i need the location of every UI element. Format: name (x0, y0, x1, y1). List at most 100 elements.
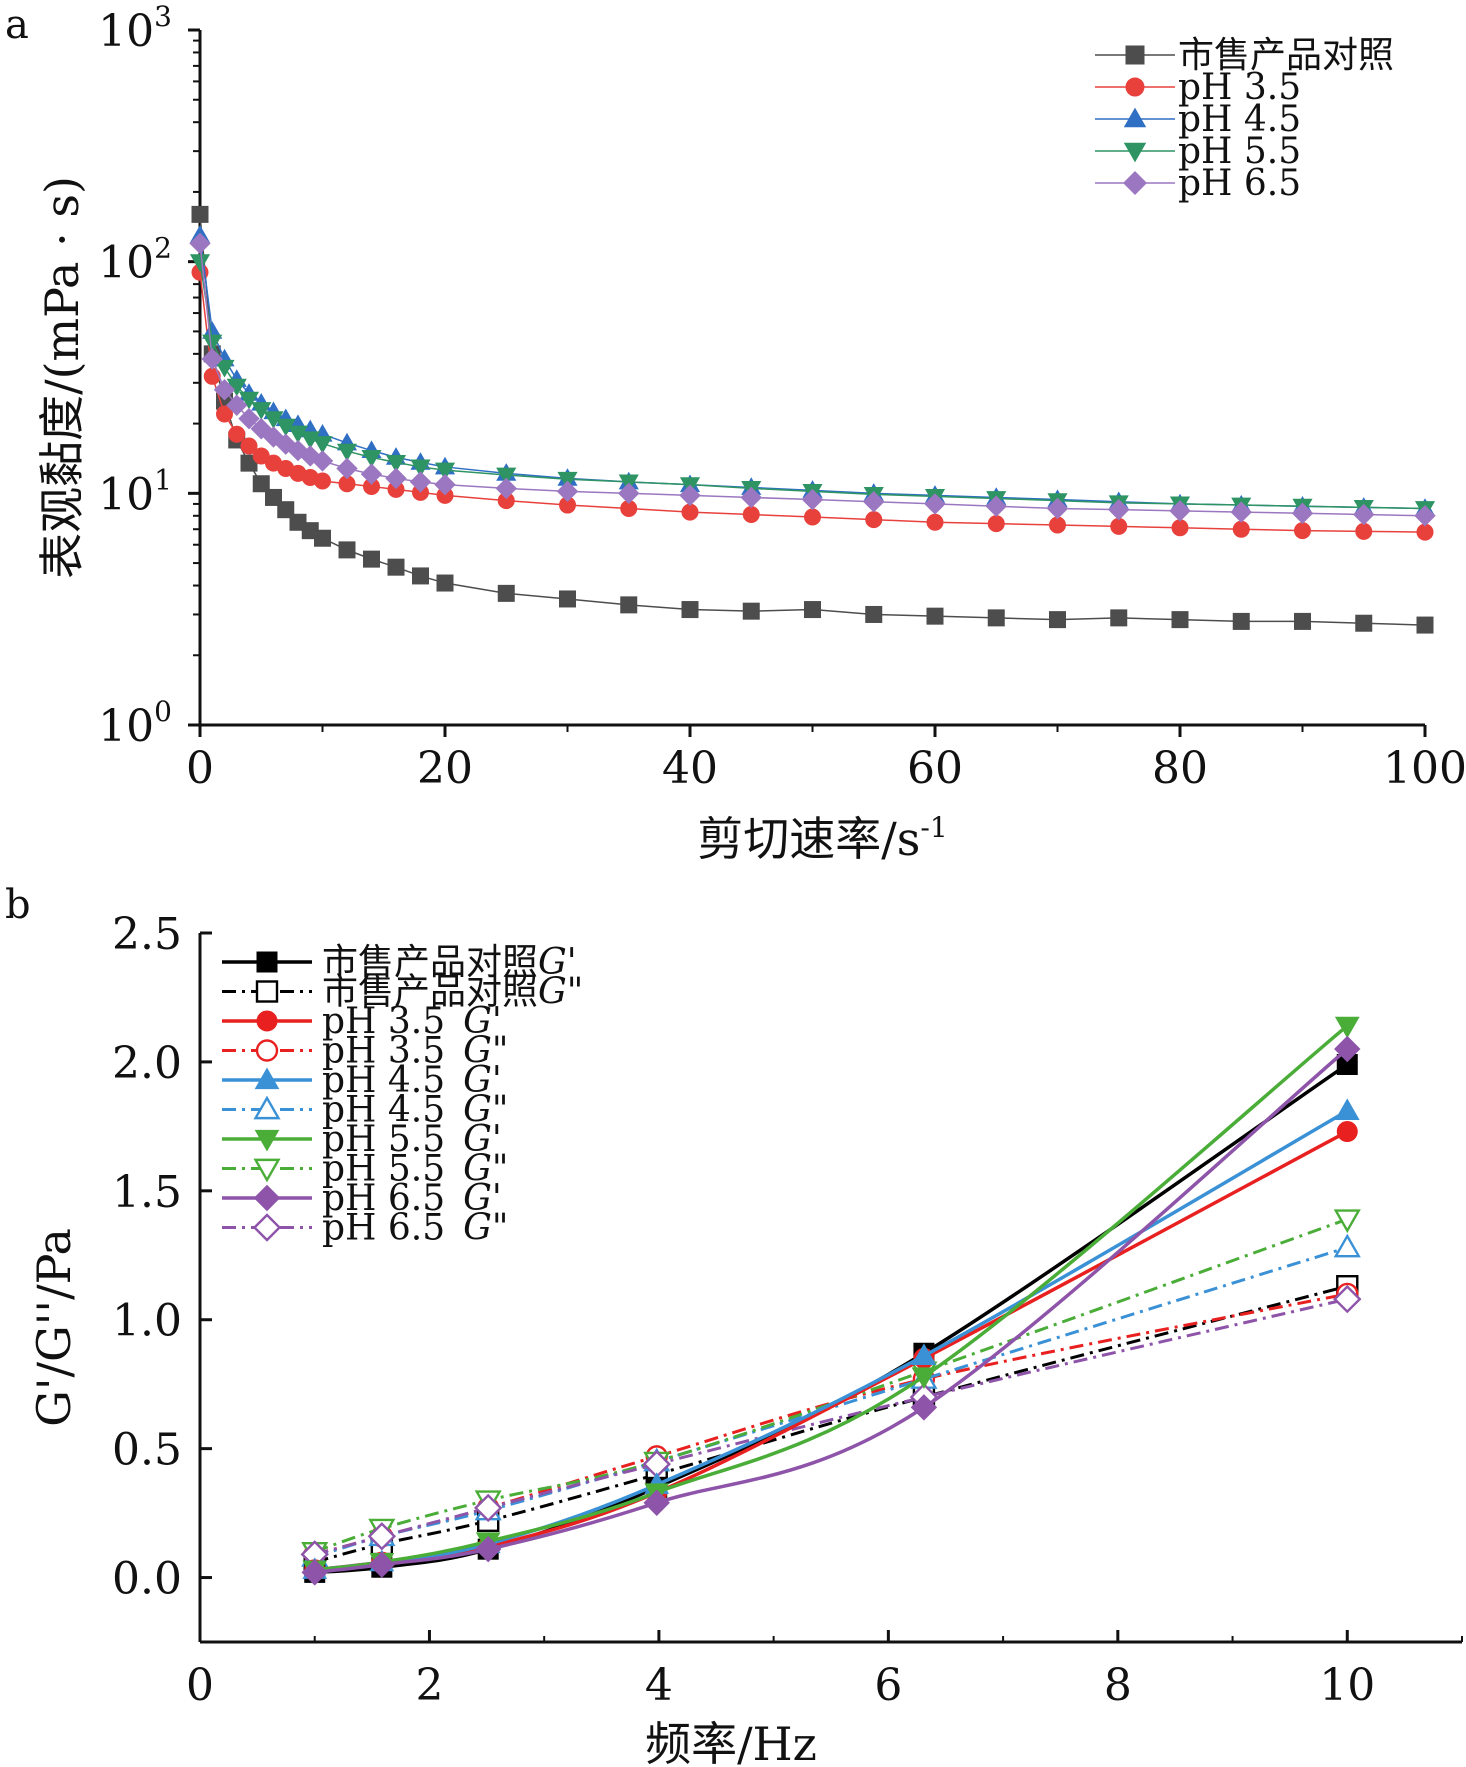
data-point (1333, 1284, 1362, 1314)
legend-label: pH 6.5 (1178, 163, 1301, 204)
data-point (201, 348, 223, 370)
data-point (559, 590, 576, 608)
x-tick-label: 60 (907, 743, 963, 794)
data-point (1416, 523, 1434, 541)
y-tick-label: 103 (98, 0, 172, 57)
data-point (740, 486, 762, 509)
data-point (926, 607, 944, 625)
data-point (1355, 522, 1373, 540)
x-tick-label: 6 (874, 1660, 902, 1711)
data-point (473, 1493, 503, 1523)
data-point (226, 394, 248, 416)
data-point (910, 1394, 938, 1421)
y-axis-title: G'/G''/Pa (27, 1228, 81, 1427)
series-1 (303, 1275, 1359, 1574)
data-point (495, 477, 517, 500)
data-point (985, 495, 1007, 517)
data-point (1333, 1233, 1361, 1258)
data-point (1169, 500, 1191, 522)
data-point (311, 450, 334, 472)
data-point (742, 602, 760, 620)
legend-label: pH 3.5 G" (322, 1031, 508, 1072)
data-point (360, 463, 383, 485)
x-tick-label: 20 (417, 743, 473, 794)
x-tick-label: 100 (1383, 743, 1466, 794)
data-point (911, 1343, 937, 1365)
legend-marker (253, 1095, 281, 1120)
data-point (216, 405, 233, 423)
data-point (385, 454, 407, 473)
series-line (314, 1047, 1349, 1575)
data-point (336, 443, 358, 462)
legend-label: 市售产品对照G" (322, 972, 583, 1013)
series-9 (300, 1284, 1362, 1569)
legend-label: pH 6.5 G" (322, 1208, 508, 1249)
data-point (1336, 1121, 1358, 1143)
data-point (240, 437, 258, 455)
data-point (924, 493, 946, 515)
legend-label: 市售产品对照 (1178, 35, 1394, 76)
legend-marker (1123, 142, 1147, 163)
data-point (202, 334, 223, 353)
series-1 (191, 263, 1434, 541)
data-point (203, 367, 221, 385)
series-line (314, 1284, 1348, 1564)
data-point (1334, 1098, 1360, 1121)
data-point (252, 475, 270, 493)
data-point (1294, 612, 1311, 630)
series-line (199, 235, 1426, 510)
legend-label: pH 6.5 G' (322, 1178, 502, 1219)
data-point (314, 472, 331, 490)
y-tick-label: 2.0 (112, 1038, 182, 1089)
y-tick-label: 1.5 (112, 1167, 182, 1218)
data-point (1232, 612, 1250, 630)
series-3 (189, 254, 1436, 519)
data-point (987, 515, 1005, 533)
data-point (412, 567, 429, 585)
legend-label: pH 3.5 G' (322, 1001, 502, 1042)
data-point (618, 482, 640, 505)
data-point (1355, 614, 1373, 632)
legend-marker (253, 1158, 281, 1183)
data-point (361, 449, 382, 468)
y-tick-label: 2.5 (112, 909, 182, 960)
data-point (338, 541, 356, 559)
x-tick-label: 2 (415, 1660, 443, 1711)
legend-marker (1123, 107, 1147, 128)
data-point (620, 596, 638, 614)
data-point (643, 1489, 670, 1516)
legend-marker (252, 1213, 282, 1242)
legend-marker (256, 1010, 278, 1032)
data-point (911, 1367, 937, 1389)
panel-label-b: b (5, 882, 31, 928)
data-point (336, 457, 358, 480)
legend-b: 市售产品对照G'市售产品对照G"pH 3.5 G'pH 3.5 G"pH 4.5 G'… (222, 942, 583, 1249)
legend-marker (256, 951, 278, 973)
data-point (804, 601, 821, 619)
y-axis-title: 表观黏度/(mPa · s) (35, 176, 89, 579)
panel-b: b 0 2 4 6 8 10 0.0 0.5 1.0 1.5 2.0 2.5 频率/Hz G'/G''/Pa… (5, 882, 1463, 1767)
data-point (556, 480, 579, 503)
data-point (189, 254, 211, 272)
legend-marker (1125, 77, 1145, 97)
series-8 (301, 1035, 1361, 1586)
legend-marker (1123, 171, 1147, 195)
legend-label: pH 4.5 G" (322, 1090, 508, 1131)
y-tick-label: 101 (98, 463, 172, 520)
data-point (557, 471, 578, 490)
data-point (301, 1559, 328, 1586)
data-point (434, 462, 456, 481)
x-tick-label: 40 (662, 743, 718, 794)
data-point (497, 584, 515, 602)
data-point (1108, 498, 1130, 521)
data-point (1353, 503, 1375, 526)
data-point (1294, 522, 1311, 540)
data-point (436, 574, 454, 592)
data-point (1232, 520, 1250, 538)
legend-label: pH 4.5 (1178, 99, 1301, 140)
x-tick-label: 80 (1152, 743, 1208, 794)
data-point (1333, 1209, 1361, 1234)
series-6 (302, 1016, 1360, 1583)
x-tick-label: 10 (1319, 1660, 1375, 1711)
